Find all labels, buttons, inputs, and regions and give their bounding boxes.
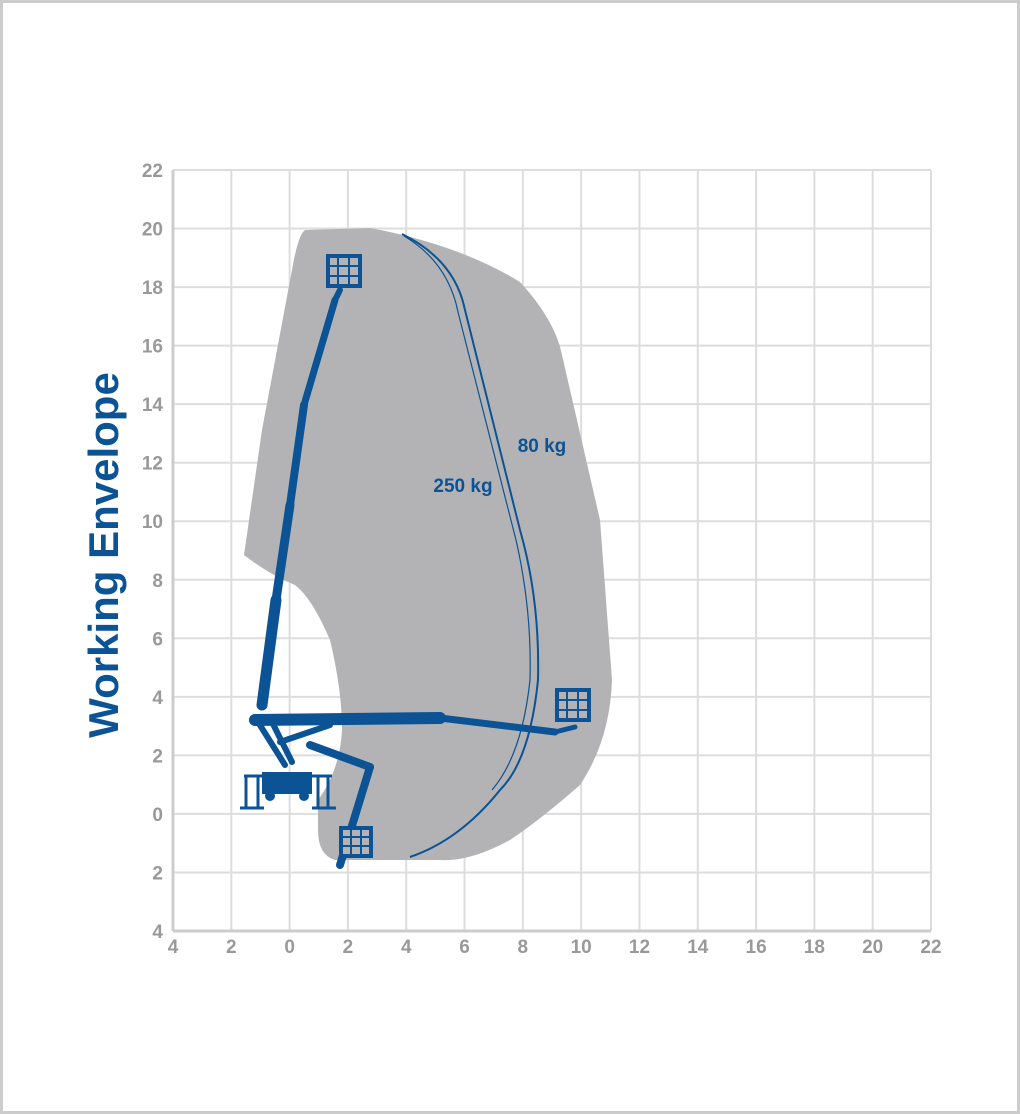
x-tick-label: 2	[226, 937, 237, 958]
y-tick-label: 16	[142, 337, 163, 358]
y-tick-label: 6	[152, 629, 163, 650]
working-envelope	[244, 228, 612, 861]
x-tick-label: 18	[804, 937, 825, 958]
x-tick-label: 2	[343, 937, 354, 958]
x-tick-label: 4	[401, 937, 412, 958]
x-tick-label: 4	[168, 937, 179, 958]
machine	[240, 254, 591, 869]
load-curve-80kg	[401, 233, 540, 858]
x-tick-label: 10	[571, 937, 592, 958]
y-tick-label: 0	[152, 805, 163, 826]
load-label: 250 kg	[433, 476, 492, 497]
y-tick-label: 14	[142, 395, 164, 416]
y-tick-label: 4	[152, 922, 163, 943]
y-tick-label: 20	[142, 220, 163, 241]
y-tick-label: 22	[142, 161, 163, 182]
y-tick-label: 4	[152, 688, 163, 709]
y-tick-label: 2	[152, 863, 163, 884]
x-tick-label: 20	[862, 937, 883, 958]
x-tick-label: 16	[746, 937, 767, 958]
load-label: 80 kg	[518, 436, 567, 457]
x-tick-label: 14	[687, 937, 709, 958]
title: Working Envelope	[80, 372, 127, 738]
y-tick-label: 12	[142, 454, 163, 475]
y-tick-label: 10	[142, 512, 163, 533]
x-tick-label: 0	[284, 937, 295, 958]
x-tick-label: 22	[920, 937, 941, 958]
x-tick-label: 8	[518, 937, 529, 958]
y-tick-label: 2	[152, 746, 163, 767]
y-tick-label: 18	[142, 278, 163, 299]
load-curve-250kg	[403, 235, 531, 791]
y-tick-label: 8	[152, 571, 163, 592]
x-tick-label: 12	[629, 937, 650, 958]
x-tick-label: 6	[459, 937, 470, 958]
